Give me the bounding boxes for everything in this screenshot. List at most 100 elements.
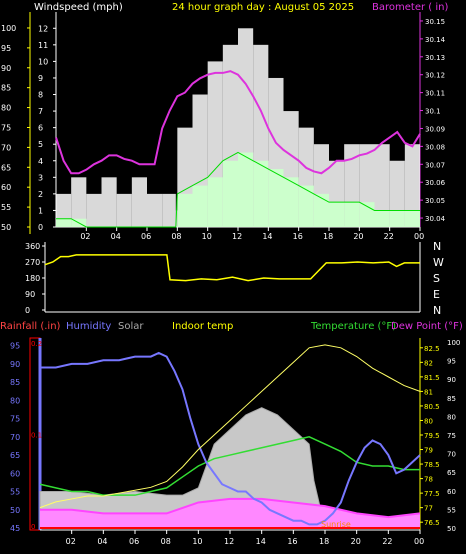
outer-axis-tick-label: 75: [1, 123, 11, 132]
barometer-line: [55, 70, 421, 175]
outer-axis-tick-label: 80: [1, 104, 11, 113]
compass-label: E: [433, 288, 440, 301]
outer-temp-tick-label: 90: [447, 376, 456, 384]
outer-temp-tick-label: 100: [447, 339, 460, 347]
barometer-axis-tick-label: 30.09: [425, 125, 445, 133]
wind-axis-tick-label: 2: [38, 190, 43, 199]
outer-temp-tick-label: 55: [447, 506, 456, 514]
indoor-temp-tick-label: 80.5: [424, 403, 440, 411]
outer-axis-tick-label: 70: [1, 143, 11, 152]
gust-bar: [162, 193, 176, 227]
avg-wind-bar: [268, 169, 284, 227]
avg-wind-bar: [192, 185, 208, 227]
avg-wind-bar: [56, 218, 72, 227]
barometer-axis-label: Barometer ( in): [372, 2, 448, 13]
compass-label: N: [433, 240, 441, 253]
indoor-temp-ticks: 76.5 77 77.5 78 78.5 79 79.5 80 80.5 81 81.5 82 82.5: [420, 345, 440, 527]
outer-axis-tick-label: 55: [1, 203, 11, 212]
wind-x-tick-label: 08: [171, 232, 181, 241]
indoor-temp-tick-label: 78.5: [424, 461, 440, 469]
barometer-axis-tick-label: 30.07: [425, 161, 445, 169]
gust-bar: [131, 177, 147, 227]
barometer-axis-tick-label: 30.13: [425, 54, 445, 62]
indoor-temp-tick-label: 77.5: [424, 490, 440, 498]
wind-x-tick-label: 16: [293, 232, 303, 241]
gust-bars: [56, 28, 420, 228]
wind-x-tick-label: 06: [141, 232, 151, 241]
outer-temp-ticks: 50 55 60 65 70 75 80 85 90 95 100: [447, 339, 460, 533]
indoor-temp-tick-label: 82.5: [424, 345, 440, 353]
wind-x-tick-label: 04: [111, 232, 121, 241]
direction-tick-label: 360: [25, 242, 40, 251]
outer-temp-tick-label: 80: [447, 413, 456, 421]
indoor-temp-tick-label: 76.5: [424, 519, 440, 527]
wind-axis-tick-label: 7: [38, 107, 43, 116]
avg-wind-bar: [344, 202, 360, 227]
humidity-tick-label: 50: [10, 506, 20, 515]
rainfall-tick-label: 0.1: [31, 432, 42, 440]
indoor-temp-tick-label: 82: [424, 359, 433, 367]
indoor-temp-label: Indoor temp: [172, 321, 233, 332]
wind-axis-tick-label: 9: [38, 74, 43, 83]
wind-axis-tick-label: 5: [38, 140, 43, 149]
wind-x-tick-label: 12: [232, 232, 242, 241]
wind-axis-tick-label: 3: [38, 173, 43, 182]
wind-axis-tick-label: 10: [38, 57, 48, 66]
rainfall-label: Rainfall (.in): [0, 321, 61, 332]
barometer-axis-tick-label: 30.14: [425, 36, 446, 44]
temperature-x-tick-label: 08: [161, 537, 171, 546]
rainfall-tick-label: 0: [31, 523, 35, 531]
gust-bar: [116, 193, 132, 227]
avg-wind-bar: [238, 152, 254, 227]
wind-x-tick-label: 14: [262, 232, 272, 241]
indoor-temp-tick-label: 79.5: [424, 432, 440, 440]
compass-label: S: [433, 272, 440, 285]
temperature-x-tick-label: 18: [319, 537, 329, 546]
barometer-axis-ticks: 30.04 30.05 30.06 30.07 30.08 30.09 30.1 30.11 3…: [420, 18, 446, 223]
wind-axis-tick-label: 6: [38, 124, 43, 133]
direction-line: [44, 254, 420, 282]
temperature-x-tick-label: 16: [287, 537, 297, 546]
chart-title: 24 hour graph day : August 05 2025: [172, 2, 354, 13]
avg-wind-bar: [298, 185, 314, 227]
gust-bar: [404, 144, 420, 227]
outer-axis-ticks: 50 55 60 65 70 75 80 85 90 95 100: [1, 24, 30, 232]
temperature-x-tick-label: 02: [66, 537, 76, 546]
indoor-temp-tick-label: 80: [424, 417, 433, 425]
barometer-axis-tick-label: 30.1: [425, 108, 441, 116]
direction-tick-label: 0: [25, 306, 30, 315]
direction-tick-label: 90: [25, 290, 35, 299]
rainfall-ticks: 0 0.1 0.2: [31, 340, 42, 531]
humidity-tick-label: 95: [10, 342, 20, 351]
wind-x-tick-label: 02: [80, 232, 90, 241]
indoor-temp-line: [39, 344, 421, 509]
barometer-axis-tick-label: 30.05: [425, 197, 445, 205]
barometer-axis-tick-label: 30.08: [425, 143, 445, 151]
temperature-x-tick-label: 10: [192, 537, 202, 546]
humidity-ticks: 45 50 55 60 65 70 75 80 85 90 95: [10, 342, 20, 533]
outer-axis-tick-label: 65: [1, 163, 11, 172]
outer-temp-tick-label: 65: [447, 469, 456, 477]
direction-degree-ticks: 0 90 180 270 360: [25, 242, 45, 315]
indoor-temp-tick-label: 79: [424, 447, 433, 455]
wind-x-tick-label: 20: [353, 232, 363, 241]
compass-label: W: [433, 256, 444, 269]
barometer-axis-tick-label: 30.04: [425, 215, 446, 223]
solar-label: Solar: [118, 321, 144, 332]
direction-tick-label: 180: [25, 274, 40, 283]
wind-x-tick-label: 22: [384, 232, 394, 241]
gust-bar: [86, 193, 102, 227]
temperature-panel: 0 0.1 0.2 45 50 55 60 65 70 75 80 85 90 95 76.5 77 77.…: [10, 337, 460, 546]
outer-temp-tick-label: 50: [447, 525, 456, 533]
avg-wind-bar: [313, 193, 329, 227]
indoor-temp-tick-label: 81: [424, 388, 433, 396]
gust-bar: [374, 144, 390, 227]
temperature-x-ticks: 02 04 06 08 10 12 14 16 18 20 22 00: [66, 530, 424, 546]
avg-wind-bar: [283, 177, 299, 227]
temperature-x-tick-label: 00: [414, 537, 424, 546]
humidity-tick-label: 60: [10, 469, 20, 478]
avg-wind-bar: [207, 177, 223, 227]
